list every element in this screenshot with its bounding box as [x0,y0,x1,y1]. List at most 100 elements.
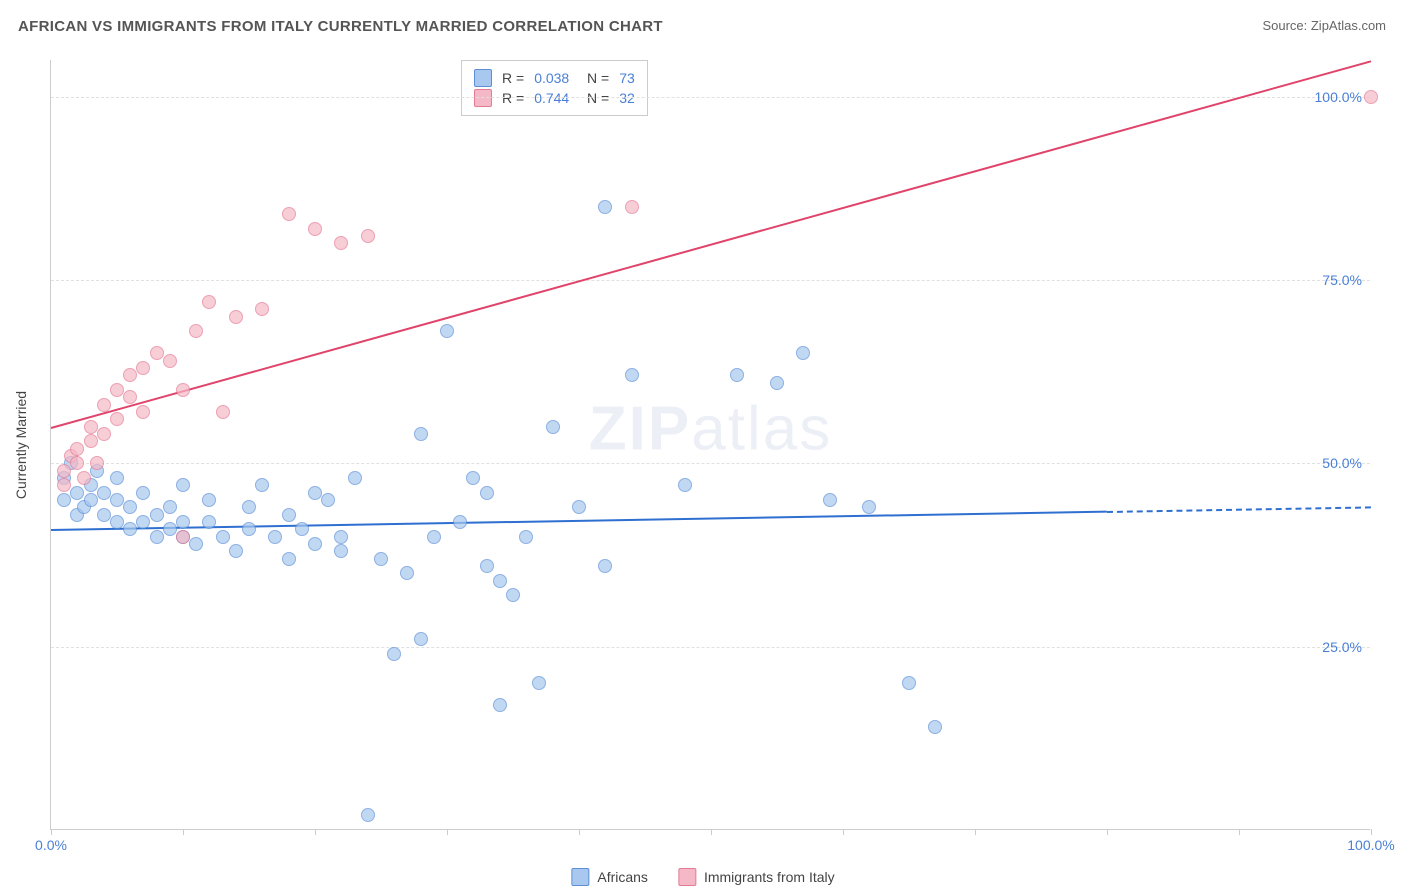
data-point [506,588,520,602]
legend-swatch-italy [678,868,696,886]
data-point [136,515,150,529]
data-point [110,515,124,529]
data-point [123,368,137,382]
legend-item: Immigrants from Italy [678,868,835,886]
data-point [176,478,190,492]
gridline [51,280,1370,281]
watermark-bold: ZIP [589,395,691,464]
data-point [466,471,480,485]
stat-r-value: 0.744 [534,90,569,106]
data-point [202,295,216,309]
y-tick-label: 100.0% [1315,89,1362,105]
data-point [110,383,124,397]
regression-line [51,60,1372,429]
data-point [90,456,104,470]
gridline [51,463,1370,464]
data-point [282,207,296,221]
data-point [123,500,137,514]
data-point [334,544,348,558]
data-point [374,552,388,566]
data-point [163,354,177,368]
data-point [282,552,296,566]
data-point [387,647,401,661]
gridline [51,97,1370,98]
data-point [348,471,362,485]
data-point [625,368,639,382]
data-point [334,236,348,250]
data-point [97,427,111,441]
data-point [123,522,137,536]
data-point [77,471,91,485]
stats-row: R = 0.038 N = 73 [474,69,635,87]
data-point [414,632,428,646]
data-point [176,383,190,397]
data-point [216,530,230,544]
data-point [678,478,692,492]
series-swatch-italy [474,89,492,107]
x-tick [843,829,844,835]
data-point [150,508,164,522]
data-point [493,698,507,712]
x-tick [447,829,448,835]
data-point [136,405,150,419]
x-tick [975,829,976,835]
stat-label: N = [579,70,609,86]
y-axis-title: Currently Married [13,390,29,498]
data-point [823,493,837,507]
data-point [625,200,639,214]
watermark-rest: atlas [691,395,832,464]
data-point [70,486,84,500]
data-point [796,346,810,360]
x-tick-label: 0.0% [35,837,67,853]
data-point [202,515,216,529]
legend-item: Africans [571,868,648,886]
stat-n-value: 73 [619,70,635,86]
data-point [176,515,190,529]
chart-title: AFRICAN VS IMMIGRANTS FROM ITALY CURRENT… [18,18,663,35]
data-point [150,530,164,544]
stat-label: R = [502,90,524,106]
data-point [730,368,744,382]
data-point [97,486,111,500]
data-point [97,398,111,412]
data-point [321,493,335,507]
x-tick-label: 100.0% [1347,837,1394,853]
bottom-legend: Africans Immigrants from Italy [571,868,834,886]
x-tick [1239,829,1240,835]
data-point [84,493,98,507]
data-point [57,464,71,478]
data-point [480,559,494,573]
legend-swatch-africans [571,868,589,886]
data-point [255,302,269,316]
series-swatch-africans [474,69,492,87]
data-point [110,493,124,507]
watermark: ZIPatlas [589,394,832,465]
x-tick [579,829,580,835]
data-point [480,486,494,500]
legend-label: Immigrants from Italy [704,869,835,885]
data-point [361,229,375,243]
data-point [268,530,282,544]
data-point [440,324,454,338]
x-tick [1371,829,1372,835]
data-point [928,720,942,734]
data-point [123,390,137,404]
data-point [136,486,150,500]
data-point [400,566,414,580]
y-tick-label: 75.0% [1322,272,1362,288]
data-point [242,522,256,536]
data-point [598,559,612,573]
data-point [598,200,612,214]
data-point [136,361,150,375]
data-point [163,522,177,536]
data-point [453,515,467,529]
data-point [57,478,71,492]
data-point [532,676,546,690]
data-point [97,508,111,522]
data-point [255,478,269,492]
x-tick [183,829,184,835]
data-point [519,530,533,544]
stats-row: R = 0.744 N = 32 [474,89,635,107]
data-point [427,530,441,544]
gridline [51,647,1370,648]
